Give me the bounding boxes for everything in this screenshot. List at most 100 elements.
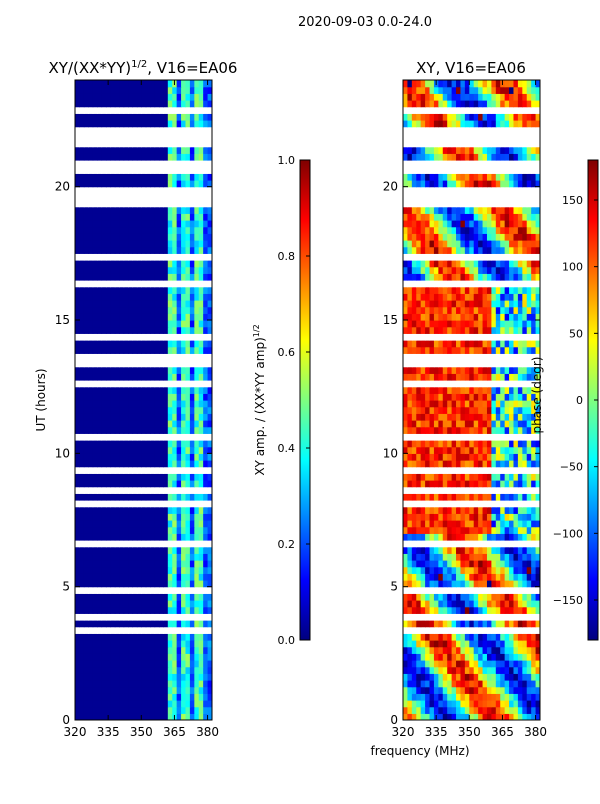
amplitude-cell [177,340,182,347]
phase-cell [496,373,501,380]
amplitude-cell [177,613,182,620]
phase-cell [460,407,465,414]
phase-cell [434,340,439,347]
amplitude-cell [93,173,98,180]
amplitude-cell [159,87,164,94]
phase-cell [509,347,514,354]
amplitude-cell [137,653,142,660]
phase-cell [403,400,408,407]
phase-cell [531,520,536,527]
phase-cell [487,520,492,527]
amplitude-cell [75,87,80,94]
amplitude-cell [128,333,133,340]
amplitude-cell [93,393,98,400]
amplitude-cell [181,433,186,440]
phase-cell [474,640,479,647]
amplitude-cell [146,107,151,114]
amplitude-cell [141,467,146,474]
amplitude-cell [194,80,199,87]
amplitude-cell [190,660,195,667]
amplitude-cell [132,680,137,687]
phase-cell [438,320,443,327]
amplitude-cell [119,580,124,587]
phase-cell [447,320,452,327]
amplitude-cell [181,700,186,707]
amplitude-cell [110,633,115,640]
amplitude-cell [132,327,137,334]
phase-cell [483,333,488,340]
phase-cell [518,613,523,620]
amplitude-cell [106,320,111,327]
amplitude-cell [177,260,182,267]
amplitude-cell [159,453,164,460]
amplitude-cell [106,493,111,500]
phase-cell [518,493,523,500]
phase-cell [522,340,527,347]
amplitude-cell [190,533,195,540]
phase-cell [500,440,505,447]
phase-cell [469,553,474,560]
amplitude-cell [203,413,208,420]
amplitude-cell [203,133,208,140]
phase-cell [483,647,488,654]
phase-cell [527,613,532,620]
amplitude-cell [177,593,182,600]
amplitude-title-main: XY/(XX*YY) [49,59,132,77]
amplitude-cell [102,87,107,94]
amplitude-cell [185,307,190,314]
amplitude-cell [106,667,111,674]
amplitude-cell [190,340,195,347]
phase-cell [522,400,527,407]
phase-cell [513,433,518,440]
amplitude-cell [115,140,120,147]
phase-cell [500,407,505,414]
amplitude-cell [119,93,124,100]
amplitude-cell [172,367,177,374]
phase-cell [522,313,527,320]
phase-cell [430,433,435,440]
phase-cell [509,513,514,520]
phase-cell [403,700,408,707]
amplitude-cell [102,540,107,547]
amplitude-cell [155,647,160,654]
amplitude-cell [124,240,129,247]
amplitude-cell [137,113,142,120]
phase-cell [505,427,510,434]
phase-cell [509,680,514,687]
phase-cell [430,607,435,614]
amplitude-cell [159,340,164,347]
phase-cell [522,527,527,534]
phase-cell [460,453,465,460]
amplitude-cell [128,380,133,387]
amplitude-cell [150,227,155,234]
phase-cell [421,447,426,454]
amplitude-cell [110,253,115,260]
phase-cell [430,493,435,500]
amplitude-cell [203,500,208,507]
amplitude-cell [199,540,204,547]
amplitude-cell [168,533,173,540]
phase-cell [443,320,448,327]
phase-cell [460,533,465,540]
amplitude-cell [119,333,124,340]
amplitude-cell [168,300,173,307]
amplitude-cell [97,93,102,100]
phase-cell [478,667,483,674]
amplitude-cell [132,633,137,640]
amplitude-cell [115,340,120,347]
phase-cell [491,547,496,554]
amplitude-cell [181,387,186,394]
amplitude-cell [168,313,173,320]
phase-cell [447,620,452,627]
phase-cell [509,620,514,627]
amplitude-cell [124,567,129,574]
amplitude-cell [163,547,168,554]
amplitude-cell [137,107,142,114]
amplitude-cell [93,213,98,220]
phase-cell [513,420,518,427]
amplitude-cell [75,373,80,380]
phase-cell [425,693,430,700]
phase-cell [412,480,417,487]
amplitude-cell [185,353,190,360]
amplitude-cell [181,80,186,87]
